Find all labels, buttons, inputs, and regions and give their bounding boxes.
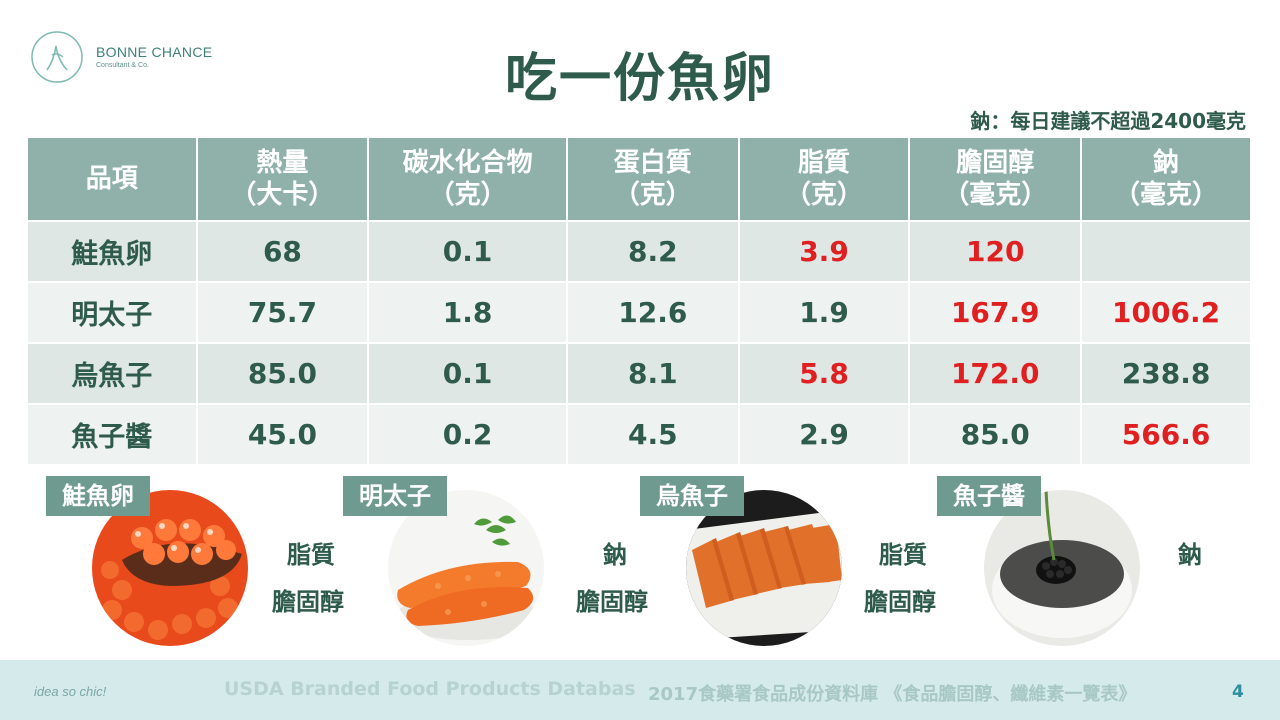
table-row: 烏魚子 85.0 0.1 8.1 5.8 172.0 238.8 [26, 342, 1252, 405]
cell-sodium: 566.6 [1080, 403, 1252, 466]
food-tag-mullet-roe: 烏魚子 [640, 476, 744, 516]
cell-calories: 75.7 [195, 281, 370, 344]
table-row: 明太子 75.7 1.8 12.6 1.9 167.9 1006.2 [26, 281, 1252, 344]
mentaiko-note-cholesterol: 膽固醇 [576, 588, 648, 616]
brand-subtitle: Consultant & Co. [96, 62, 149, 69]
header-carbohydrate: 碳水化合物 （克） [367, 136, 568, 222]
salmon-roe-note-fat: 脂質 [287, 541, 335, 569]
header-cholesterol: 膽固醇 （毫克） [908, 136, 1083, 222]
cell-calories: 85.0 [195, 342, 370, 405]
food-tag-mentaiko: 明太子 [343, 476, 447, 516]
salmon-roe-note-cholesterol: 膽固醇 [272, 588, 344, 616]
cell-sodium: 1006.2 [1080, 281, 1252, 344]
header-sodium: 鈉（毫克） [1080, 136, 1252, 222]
header-protein: 蛋白質 （克） [565, 136, 740, 222]
brand-name: BONNE CHANCE [96, 44, 213, 60]
cell-calories: 45.0 [195, 403, 370, 466]
nutrition-table: 品項 熱量 （大卡） 碳水化合物 （克） 蛋白質 （克） 脂質 （克） 膽固醇 （毫克） … [26, 136, 1252, 466]
mullet-roe-photo [686, 490, 842, 646]
page-number: 4 [1232, 682, 1244, 702]
cell-item: 鮭魚卵 [26, 220, 198, 283]
footer-source-fda: 2017食藥署食品成份資料庫 《食品膽固醇、纖維素一覽表》 [648, 684, 1137, 705]
cell-sodium [1080, 220, 1252, 283]
caviar-photo [984, 490, 1140, 646]
cell-item: 魚子醬 [26, 403, 198, 466]
cell-protein: 8.1 [565, 342, 740, 405]
footer-slogan: idea so chic! [34, 684, 107, 699]
cell-carbohydrate: 0.1 [367, 220, 568, 283]
cell-fat: 2.9 [737, 403, 911, 466]
cell-carbohydrate: 0.2 [367, 403, 568, 466]
cell-cholesterol: 172.0 [908, 342, 1083, 405]
cell-protein: 8.2 [565, 220, 740, 283]
mentaiko-photo [388, 490, 544, 646]
cell-cholesterol: 120 [908, 220, 1083, 283]
cell-protein: 4.5 [565, 403, 740, 466]
cell-cholesterol: 85.0 [908, 403, 1083, 466]
salmon-roe-photo [92, 490, 248, 646]
cell-fat: 1.9 [737, 281, 911, 344]
footer-source-usda: USDA Branded Food Products Databas [224, 678, 636, 700]
caviar-note-sodium: 鈉 [1178, 541, 1202, 569]
cell-carbohydrate: 0.1 [367, 342, 568, 405]
table-row: 鮭魚卵 68 0.1 8.2 3.9 120 [26, 220, 1252, 283]
cell-fat: 3.9 [737, 220, 911, 283]
cell-cholesterol: 167.9 [908, 281, 1083, 344]
cell-fat: 5.8 [737, 342, 911, 405]
mullet-roe-note-cholesterol: 膽固醇 [864, 588, 936, 616]
header-fat: 脂質 （克） [737, 136, 911, 222]
cell-sodium: 238.8 [1080, 342, 1252, 405]
header-calories: 熱量 （大卡） [195, 136, 370, 222]
cell-protein: 12.6 [565, 281, 740, 344]
cell-carbohydrate: 1.8 [367, 281, 568, 344]
sodium-note: 鈉：每日建議不超過2400毫克 [970, 109, 1246, 133]
food-tag-caviar: 魚子醬 [937, 476, 1041, 516]
table-row: 魚子醬 45.0 0.2 4.5 2.9 85.0 566.6 [26, 403, 1252, 466]
bonne-chance-logo [31, 31, 83, 83]
page-title: 吃一份魚卵 [504, 49, 775, 109]
table-header-row: 品項 熱量 （大卡） 碳水化合物 （克） 蛋白質 （克） 脂質 （克） 膽固醇 （毫克） … [26, 136, 1252, 222]
mentaiko-note-sodium: 鈉 [603, 541, 627, 569]
cell-item: 明太子 [26, 281, 198, 344]
header-item: 品項 [26, 136, 198, 222]
mullet-roe-note-fat: 脂質 [879, 541, 927, 569]
cell-calories: 68 [195, 220, 370, 283]
brand: BONNE CHANCE Consultant & Co. [96, 44, 212, 69]
cell-item: 烏魚子 [26, 342, 198, 405]
footer: idea so chic! USDA Branded Food Products… [0, 660, 1280, 720]
food-tag-salmon-roe: 鮭魚卵 [46, 476, 150, 516]
